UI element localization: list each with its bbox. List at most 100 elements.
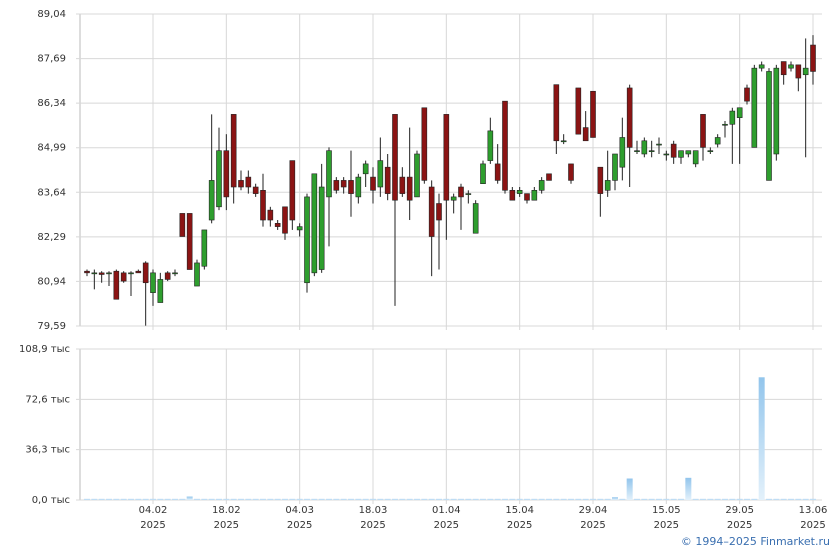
candle-body: [377, 160, 384, 188]
candle-body: [612, 153, 618, 181]
y-tick-label: 89,04: [37, 9, 66, 20]
volume-bar: [377, 498, 384, 500]
candle-body: [560, 140, 567, 143]
volume-bar: [604, 498, 611, 500]
volume-bar: [480, 498, 486, 500]
candle-body: [274, 223, 281, 227]
candle-body: [223, 150, 230, 198]
volume-bar: [245, 498, 252, 500]
volume-bar: [538, 498, 545, 500]
candle-body: [795, 64, 802, 79]
volume-bar: [707, 498, 714, 500]
y2-tick-label: 108,9 тыс: [19, 344, 70, 355]
volume-bar: [685, 477, 692, 500]
volume-bar: [260, 498, 266, 500]
y-tick-label: 80,94: [37, 276, 66, 287]
volume-bar: [560, 498, 567, 500]
volume-bar: [179, 498, 186, 500]
volume-bar: [678, 498, 684, 500]
volume-bar: [582, 498, 589, 500]
volume-bar: [714, 498, 721, 500]
volume-bar: [472, 498, 479, 500]
volume-bar: [751, 498, 758, 500]
candle-body: [700, 114, 706, 148]
volume-bar: [208, 498, 215, 500]
y-tick-label: 86,34: [37, 98, 66, 109]
x-tick-label: 15.05 2025: [652, 505, 681, 531]
volume-bar: [692, 498, 699, 500]
volume-bar: [487, 498, 494, 500]
candle-body: [296, 226, 303, 231]
candle-body: [421, 107, 428, 181]
volume-bar: [304, 498, 310, 500]
candle-body: [252, 186, 259, 194]
candle-body: [729, 110, 736, 125]
volume-bar: [362, 498, 369, 500]
candle-body: [736, 107, 743, 118]
volume-bar: [795, 498, 802, 500]
candle-body: [201, 229, 208, 267]
candle-body: [333, 180, 340, 191]
volume-bar: [553, 498, 560, 500]
volume-bar: [296, 498, 303, 500]
volume-bar: [736, 498, 743, 500]
volume-bar: [568, 498, 574, 500]
x-tick-label: 13.06 2025: [798, 505, 828, 531]
candle-body: [230, 114, 237, 188]
volume-bar: [120, 498, 127, 500]
volume-bar: [524, 498, 530, 500]
candle-body: [84, 270, 90, 274]
candle-body: [685, 150, 692, 155]
candle-body: [128, 272, 134, 275]
volume-bar: [458, 498, 464, 500]
candle-body: [766, 71, 772, 181]
volume-bar: [663, 498, 670, 500]
candle-body: [318, 186, 325, 270]
y2-tick-label: 72,6 тыс: [25, 394, 70, 405]
volume-bar: [194, 498, 200, 500]
candle-body: [788, 64, 794, 69]
volume-bar: [546, 498, 552, 500]
volume-bar: [626, 478, 633, 500]
x-tick-label: 04.02 2025: [138, 505, 168, 531]
candle-body: [641, 140, 648, 155]
volume-bar: [766, 498, 772, 500]
y-tick-label: 84,99: [37, 143, 66, 154]
candle-body: [98, 272, 105, 275]
y2-tick-label: 0,0 тыс: [32, 495, 70, 506]
volume-bar: [810, 498, 816, 500]
candle-body: [142, 262, 149, 284]
y2-tick-label: 36,3 тыс: [25, 445, 70, 456]
candle-body: [304, 196, 310, 284]
candle-body: [260, 190, 266, 221]
volume-bar: [113, 498, 120, 500]
y-tick-label: 87,69: [37, 54, 66, 65]
candle-body: [120, 272, 127, 282]
candle-body: [135, 270, 142, 274]
y-tick-label: 83,64: [37, 187, 66, 198]
candle-body: [634, 150, 640, 152]
x-tick-label: 15.04 2025: [505, 505, 534, 531]
candle-body: [670, 143, 677, 158]
candle-body: [619, 137, 626, 168]
candle-body: [780, 61, 787, 76]
volume-bar: [157, 498, 164, 500]
candle-body: [663, 153, 670, 156]
candle-body: [399, 176, 406, 194]
candle-body: [414, 153, 420, 198]
volume-bar: [436, 498, 442, 500]
candle-body: [179, 213, 186, 237]
volume-bar: [399, 498, 406, 500]
volume-bar: [758, 377, 765, 500]
volume-bar: [773, 498, 780, 500]
candle-body: [590, 90, 596, 138]
volume-bar: [494, 498, 501, 500]
volume-bar: [238, 498, 244, 500]
candle-body: [216, 150, 222, 208]
volume-bar: [722, 498, 728, 500]
candle-body: [582, 127, 589, 142]
x-tick-label: 29.05 2025: [725, 505, 754, 531]
candle-body: [516, 190, 523, 194]
